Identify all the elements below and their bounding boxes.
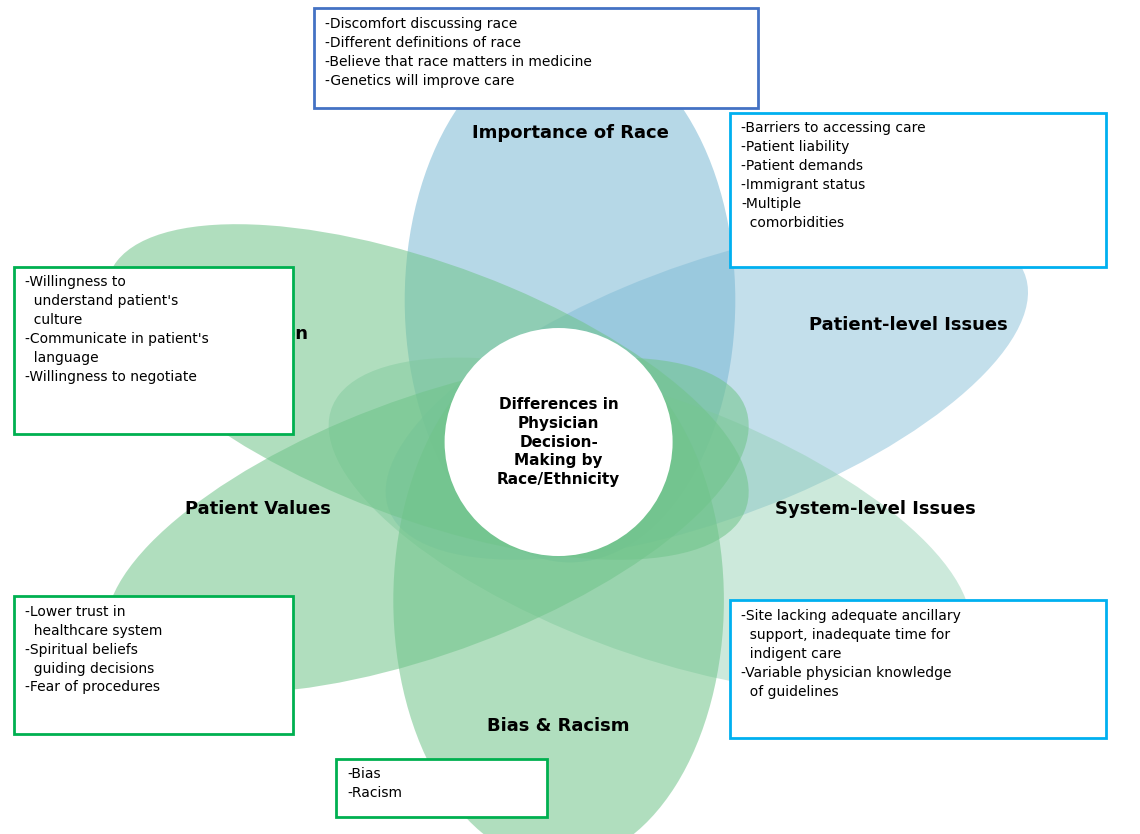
Text: Patient Values: Patient Values [185, 500, 331, 518]
Text: Importance of Race: Importance of Race [472, 124, 668, 143]
Ellipse shape [445, 328, 673, 556]
Ellipse shape [328, 358, 971, 693]
Text: Communication: Communication [150, 324, 308, 343]
Text: -Site lacking adequate ancillary
  support, inadequate time for
  indigent care
: -Site lacking adequate ancillary support… [741, 609, 961, 699]
Text: Differences in
Physician
Decision-
Making by
Race/Ethnicity: Differences in Physician Decision- Makin… [497, 397, 620, 487]
Ellipse shape [393, 339, 724, 834]
Text: Bias & Racism: Bias & Racism [488, 716, 629, 735]
FancyBboxPatch shape [730, 600, 1106, 738]
Ellipse shape [106, 224, 749, 560]
FancyBboxPatch shape [14, 267, 293, 434]
FancyBboxPatch shape [336, 759, 547, 817]
Ellipse shape [385, 224, 1028, 560]
Text: -Willingness to
  understand patient's
  culture
-Communicate in patient's
  lan: -Willingness to understand patient's cul… [25, 275, 209, 384]
Text: -Barriers to accessing care
-Patient liability
-Patient demands
-Immigrant statu: -Barriers to accessing care -Patient lia… [741, 121, 926, 229]
Ellipse shape [106, 358, 749, 693]
FancyBboxPatch shape [314, 8, 758, 108]
Text: -Bias
-Racism: -Bias -Racism [348, 767, 402, 801]
Text: -Lower trust in
  healthcare system
-Spiritual beliefs
  guiding decisions
-Fear: -Lower trust in healthcare system -Spiri… [25, 605, 163, 695]
Text: -Discomfort discussing race
-Different definitions of race
-Believe that race ma: -Discomfort discussing race -Different d… [325, 17, 592, 88]
FancyBboxPatch shape [14, 596, 293, 734]
FancyBboxPatch shape [730, 113, 1106, 267]
Text: Patient-level Issues: Patient-level Issues [809, 316, 1008, 334]
Text: System-level Issues: System-level Issues [775, 500, 976, 518]
Ellipse shape [405, 38, 735, 562]
